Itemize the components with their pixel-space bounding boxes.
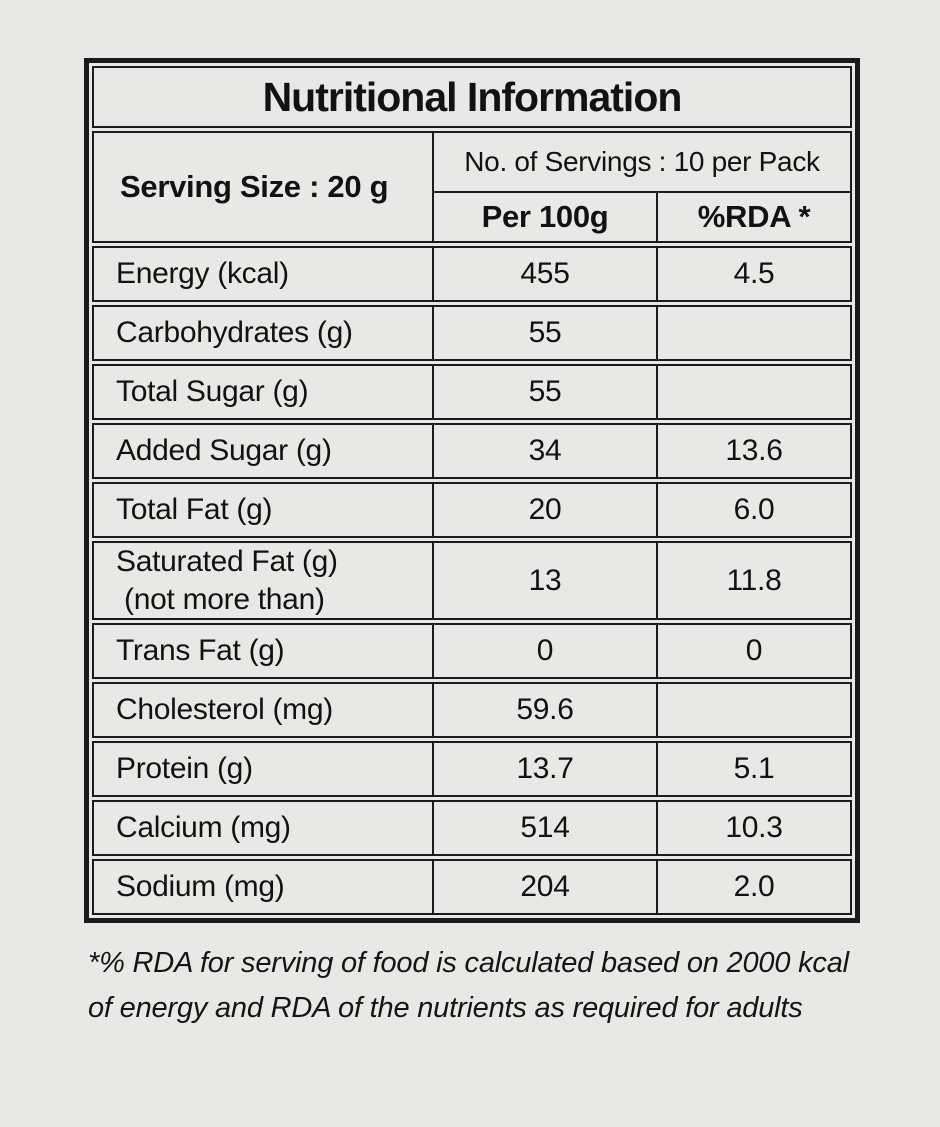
- serving-size-cell: Serving Size : 20 g: [120, 169, 389, 204]
- rda-value: 11.8: [656, 543, 850, 618]
- table-row: Carbohydrates (g) 55: [92, 305, 852, 361]
- per-100g-value: 55: [432, 307, 656, 359]
- nutrient-label: Added Sugar (g): [116, 434, 332, 468]
- rda-footnote: *% RDA for serving of food is calculated…: [88, 947, 849, 1024]
- per-100g-value: 20: [432, 484, 656, 536]
- table-row: Total Sugar (g) 55: [92, 364, 852, 420]
- servings-count-cell: No. of Servings : 10 per Pack: [464, 146, 820, 177]
- table-title: Nutritional Information: [262, 73, 683, 120]
- nutrient-label: Carbohydrates (g): [116, 316, 353, 350]
- nutrition-table: Nutritional Information Serving Size : 2…: [84, 58, 860, 923]
- nutrient-label: Protein (g): [116, 752, 253, 786]
- rda-value: [656, 307, 850, 359]
- rda-value: 13.6: [656, 425, 850, 477]
- per-100g-value: 13: [432, 543, 656, 618]
- table-row: Calcium (mg) 514 10.3: [92, 800, 852, 856]
- per-100g-value: 514: [432, 802, 656, 854]
- per-100g-value: 34: [432, 425, 656, 477]
- rda-value: 4.5: [656, 248, 850, 300]
- table-row: Saturated Fat (g) (not more than) 13 11.…: [92, 541, 852, 620]
- per-100g-value: 59.6: [432, 684, 656, 736]
- per-100g-value: 0: [432, 625, 656, 677]
- nutrient-label: Saturated Fat (g) (not more than): [116, 545, 338, 616]
- per-100g-value: 455: [432, 248, 656, 300]
- table-row: Total Fat (g) 20 6.0: [92, 482, 852, 538]
- table-row: Energy (kcal) 455 4.5: [92, 246, 852, 302]
- table-row: Protein (g) 13.7 5.1: [92, 741, 852, 797]
- rda-value: 10.3: [656, 802, 850, 854]
- nutrient-label: Total Fat (g): [116, 493, 273, 527]
- table-row: Cholesterol (mg) 59.6: [92, 682, 852, 738]
- rda-value: [656, 684, 850, 736]
- nutrient-label: Sodium (mg): [116, 870, 285, 904]
- rda-value: 5.1: [656, 743, 850, 795]
- header-right-section: No. of Servings : 10 per Pack Per 100g %…: [432, 133, 850, 241]
- per-100g-value: 204: [432, 861, 656, 913]
- per-100g-value: 55: [432, 366, 656, 418]
- table-row: Sodium (mg) 204 2.0: [92, 859, 852, 915]
- nutrient-label: Total Sugar (g): [116, 375, 309, 409]
- rda-value: 6.0: [656, 484, 850, 536]
- rda-value: 0: [656, 625, 850, 677]
- label-sheet: Nutritional Information Serving Size : 2…: [84, 58, 860, 1024]
- nutrient-label: Trans Fat (g): [116, 634, 285, 668]
- table-title-row: Nutritional Information: [92, 66, 852, 128]
- rda-header: %RDA *: [656, 193, 850, 241]
- table-header-block: Serving Size : 20 g No. of Servings : 10…: [92, 131, 852, 243]
- column-headers-row: Per 100g %RDA *: [434, 191, 850, 241]
- table-row: Trans Fat (g) 0 0: [92, 623, 852, 679]
- nutrient-label: Calcium (mg): [116, 811, 291, 845]
- per-100g-header: Per 100g: [481, 199, 609, 234]
- rda-value: 2.0: [656, 861, 850, 913]
- per-100g-value: 13.7: [432, 743, 656, 795]
- nutrient-label: Cholesterol (mg): [116, 693, 333, 727]
- rda-value: [656, 366, 850, 418]
- table-row: Added Sugar (g) 34 13.6: [92, 423, 852, 479]
- nutrient-label: Energy (kcal): [116, 257, 289, 291]
